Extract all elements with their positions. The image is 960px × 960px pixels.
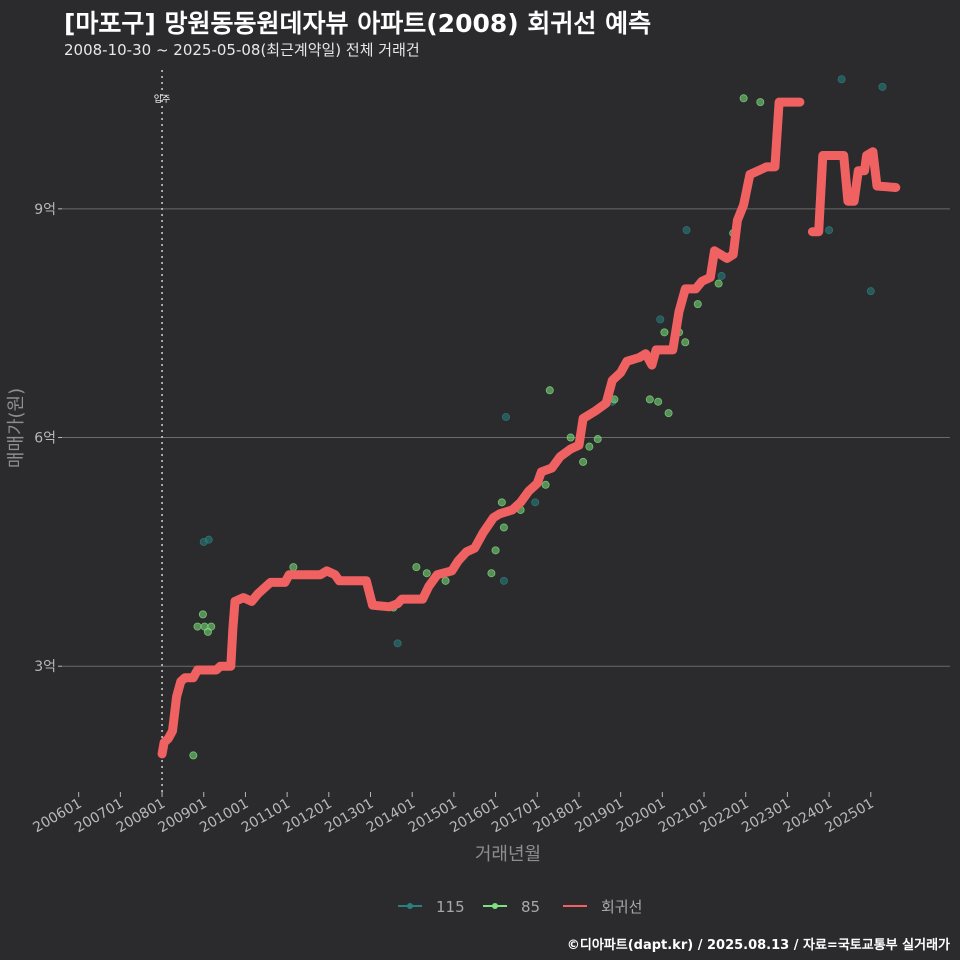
legend-label: 회귀선 [601,898,642,916]
x-tick-label: 202501 [822,796,876,837]
point-85 [545,386,554,395]
point-85 [541,480,550,489]
point-115 [717,271,726,280]
point-85 [593,435,602,444]
legend: 115 85 회귀선 [398,898,642,916]
point-85 [693,300,702,309]
point-85 [497,498,506,507]
point-85 [207,622,216,631]
legend-label: 85 [521,898,540,916]
point-85 [739,94,748,103]
point-115 [825,226,834,235]
point-115 [393,639,402,648]
regression-segment [807,147,901,237]
point-115 [531,498,540,507]
legend-key-point [407,903,413,909]
y-tick-label: 6억 [34,431,56,447]
point-85 [193,622,202,631]
point-115 [204,535,213,544]
axes: 3억6억9억2006012007012008012009012010012011… [30,202,876,836]
point-85 [714,279,723,288]
gridlines [62,208,950,667]
point-85 [664,409,673,418]
data-points [189,75,887,760]
point-85 [654,397,663,406]
point-85 [412,563,421,572]
x-axis-title: 거래년월 [475,844,541,865]
point-85 [756,98,765,107]
point-85 [198,610,207,619]
point-115 [656,315,665,324]
point-115 [501,412,510,421]
point-85 [645,395,654,404]
point-85 [499,523,508,532]
legend-key-point [492,903,498,909]
occupancy-line: 입주 [154,70,171,792]
regression-line [157,97,901,759]
point-85 [189,751,198,760]
y-tick-label: 3억 [34,659,56,675]
point-115 [837,75,846,84]
point-85 [422,569,431,578]
point-85 [491,546,500,555]
regression-segment [157,97,805,759]
point-85 [681,338,690,347]
point-85 [579,457,588,466]
point-115 [866,287,875,296]
chart-subtitle: 2008-10-30 ~ 2025-05-08(최근계약일) 전체 거래건 [64,41,420,59]
point-85 [289,563,298,572]
point-85 [441,576,450,585]
point-85 [487,569,496,578]
y-tick-label: 9억 [34,202,56,218]
chart-caption: ©디아파트(dapt.kr) / 2025.08.13 / 자료=국토교통부 실… [566,938,950,953]
legend-label: 115 [436,898,465,916]
y-axis-title: 매매가(원) [6,388,27,468]
occupancy-label: 입주 [154,93,171,105]
point-115 [499,576,508,585]
point-115 [878,82,887,91]
chart-title: [마포구] 망원동동원데자뷰 아파트(2008) 회귀선 예측 [64,9,652,38]
point-85 [566,433,575,442]
point-85 [585,442,594,451]
point-85 [660,328,669,337]
point-115 [682,226,691,235]
